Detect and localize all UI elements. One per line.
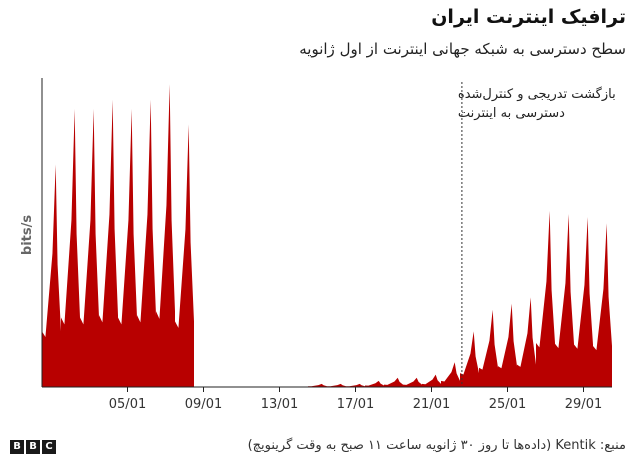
traffic-day-area — [574, 217, 593, 387]
traffic-day-area — [327, 383, 346, 387]
traffic-day-area — [346, 383, 365, 387]
plot-area — [42, 84, 612, 388]
traffic-day-area — [479, 309, 498, 387]
x-tick-label: 25/01 — [489, 397, 526, 412]
x-axis-ticks: 05/01 09/01 13/01 17/01 21/01 25/01 29/01 — [109, 387, 602, 412]
annotation-line-1: بازگشت تدریجی و کنترل‌شده — [458, 86, 616, 102]
annotation-line-2: دسترسی به اینترنت — [458, 106, 565, 121]
traffic-day-area — [441, 362, 460, 387]
traffic-day-area — [555, 213, 574, 387]
x-tick-label: 29/01 — [565, 397, 602, 412]
traffic-day-area — [460, 331, 479, 387]
bbc-logo-letter: C — [42, 440, 56, 454]
traffic-day-area — [498, 303, 517, 387]
x-tick-label: 21/01 — [413, 397, 450, 412]
traffic-day-area — [137, 99, 156, 387]
traffic-day-area — [365, 380, 384, 387]
traffic-day-area — [384, 377, 403, 387]
traffic-day-area — [156, 84, 175, 388]
chart-subtitle: سطح دسترسی به شبکه جهانی اینترنت از اول … — [299, 40, 626, 58]
x-tick-label: 13/01 — [261, 397, 298, 412]
footer: B B C منبع: Kentik (داده‌ها تا روز ۳۰ ژا… — [0, 428, 640, 463]
x-tick-label: 05/01 — [109, 397, 146, 412]
chart-title: ترافیک اینترنت ایران — [431, 6, 626, 28]
bbc-logo-letter: B — [10, 440, 24, 454]
bbc-logo: B B C — [10, 440, 56, 454]
x-tick-label: 17/01 — [337, 397, 374, 412]
traffic-chart: 05/01 09/01 13/01 17/01 21/01 25/01 29/01 بازگ… — [20, 78, 616, 412]
traffic-day-area — [422, 374, 441, 387]
traffic-day-area — [308, 383, 327, 387]
x-tick-label: 09/01 — [185, 397, 222, 412]
traffic-day-area — [42, 164, 61, 387]
bbc-logo-letter: B — [26, 440, 40, 454]
traffic-day-area — [536, 210, 555, 387]
traffic-day-area — [175, 124, 194, 387]
traffic-day-area — [517, 297, 536, 387]
traffic-day-area — [99, 99, 118, 387]
source-note: منبع: Kentik (داده‌ها تا روز ۳۰ ژانویه س… — [247, 438, 626, 453]
traffic-day-area — [403, 377, 422, 387]
y-axis-label: bits/s — [20, 215, 35, 255]
traffic-day-area — [593, 223, 612, 387]
traffic-day-area — [61, 108, 80, 388]
traffic-day-area — [118, 108, 137, 388]
traffic-day-area — [80, 108, 99, 388]
